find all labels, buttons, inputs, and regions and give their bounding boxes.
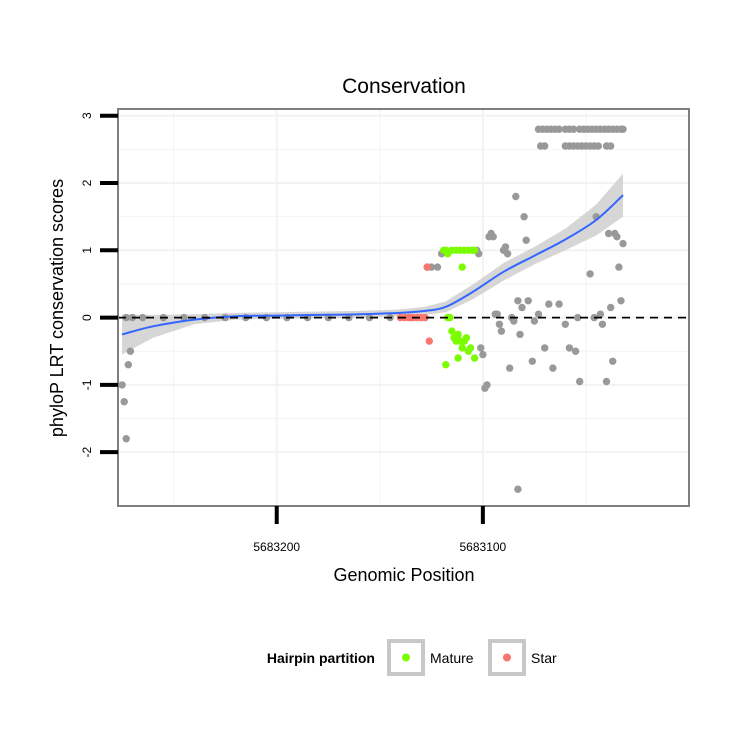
data-point-other <box>522 236 530 244</box>
data-point-mature <box>458 344 466 352</box>
y-tick-label: 0 <box>80 314 94 321</box>
data-point-other <box>506 364 514 372</box>
y-tick-label: -2 <box>80 447 94 458</box>
data-point-other <box>586 270 594 278</box>
data-point-mature <box>458 263 466 271</box>
y-tick-label: -1 <box>80 379 94 390</box>
data-point-other <box>561 320 569 328</box>
data-point-other <box>598 320 607 328</box>
data-point-mature <box>454 330 462 339</box>
data-point-other <box>518 303 526 312</box>
legend-swatch-star <box>503 653 511 662</box>
legend-item-star: Star <box>488 639 557 676</box>
data-point-other <box>619 125 627 133</box>
x-tick-label: 5683100 <box>460 540 507 554</box>
data-point-other <box>534 310 543 318</box>
data-point-other <box>180 313 188 322</box>
data-point-other <box>122 435 130 443</box>
data-point-other <box>619 239 627 248</box>
data-point-other <box>541 344 549 352</box>
data-point-other <box>617 297 625 305</box>
data-point-other <box>607 142 615 150</box>
data-point-other <box>613 233 621 241</box>
data-point-other <box>126 347 135 355</box>
data-point-other <box>503 250 512 258</box>
data-point-other <box>489 233 497 241</box>
data-point-other <box>594 142 602 150</box>
data-point-star <box>425 337 433 345</box>
data-point-mature <box>462 334 471 342</box>
data-point-other <box>576 377 584 386</box>
y-tick-label: 2 <box>80 179 94 186</box>
x-tick-label: 5683200 <box>253 540 300 554</box>
legend-swatch-mature <box>402 653 410 662</box>
series-mature <box>440 246 479 369</box>
data-point-other <box>571 347 580 355</box>
data-point-other <box>120 398 128 406</box>
data-point-mature <box>470 246 479 254</box>
data-point-mature <box>448 327 456 335</box>
panel-border <box>117 108 690 507</box>
data-point-other <box>602 377 611 386</box>
data-point-other <box>497 327 506 335</box>
data-point-other <box>512 192 520 201</box>
legend: Hairpin partition Mature Star <box>267 639 557 676</box>
data-point-other <box>528 357 536 365</box>
data-point-other <box>596 310 605 318</box>
data-point-mature <box>446 313 454 322</box>
chart-title: Conservation <box>342 75 466 98</box>
legend-label-star: Star <box>531 650 557 666</box>
data-point-other <box>609 357 617 365</box>
y-tick-label: 3 <box>80 112 94 119</box>
data-point-other <box>493 310 501 318</box>
data-point-other <box>433 263 442 271</box>
data-point-other <box>555 125 563 133</box>
y-axis-label: phyloP LRT conservation scores <box>47 179 67 437</box>
legend-label-mature: Mature <box>430 650 474 666</box>
data-point-other <box>607 303 615 312</box>
data-point-other <box>477 344 485 352</box>
data-point-other <box>545 300 553 308</box>
data-point-other <box>604 229 613 238</box>
data-point-other <box>479 350 487 359</box>
data-point-other <box>530 317 539 325</box>
legend-item-mature: Mature <box>387 639 474 676</box>
data-point-other <box>520 213 528 221</box>
data-point-star <box>423 263 431 271</box>
data-point-other <box>483 381 491 389</box>
data-point-other <box>501 243 510 251</box>
data-point-mature <box>466 344 475 352</box>
data-point-other <box>139 313 147 322</box>
data-point-mature <box>470 354 479 362</box>
data-point-other <box>495 320 504 328</box>
data-point-other <box>118 381 126 389</box>
data-point-other <box>541 142 549 150</box>
data-point-other <box>514 297 522 305</box>
data-point-other <box>569 125 578 133</box>
data-point-other <box>549 364 557 372</box>
data-point-other <box>574 313 582 322</box>
data-point-mature <box>442 361 450 369</box>
data-point-other <box>565 344 574 352</box>
data-point-other <box>615 263 623 271</box>
data-point-other <box>514 485 522 493</box>
confidence-ribbon <box>122 173 623 355</box>
data-point-other <box>365 313 374 322</box>
data-point-other <box>124 361 132 369</box>
data-point-other <box>510 317 518 325</box>
panel-background <box>118 109 689 506</box>
plot-panel: 3 2 1 0 -1 -2 5683200 5683100 <box>80 108 690 554</box>
smooth-line <box>121 194 624 336</box>
data-point-other <box>122 313 130 322</box>
legend-title: Hairpin partition <box>267 650 375 666</box>
data-point-mature <box>454 354 462 362</box>
data-point-other <box>524 297 532 305</box>
data-point-other <box>555 300 563 308</box>
y-tick-label: 1 <box>80 247 94 254</box>
x-axis-label: Genomic Position <box>333 565 474 585</box>
data-point-other <box>516 330 524 339</box>
